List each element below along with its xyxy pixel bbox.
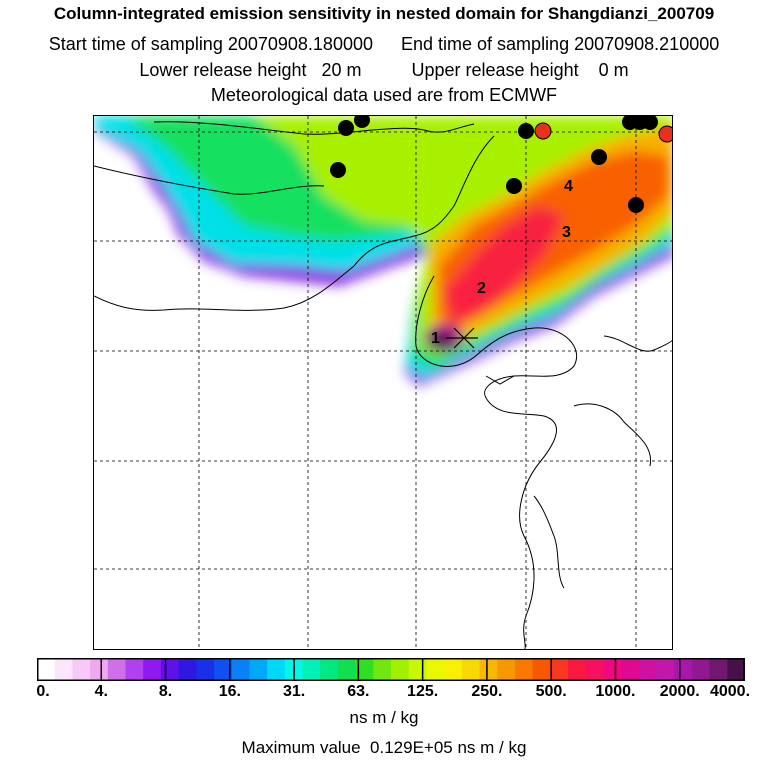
trajectory-label-1: 1: [431, 330, 440, 347]
colorbar-swatch: [550, 658, 569, 681]
sampling-times: Start time of sampling 20070908.180000 En…: [0, 34, 768, 55]
colorbar-tick-label: 4.: [94, 683, 108, 700]
colorbar-tick-label: 125.: [407, 683, 439, 700]
black-marker: [642, 116, 658, 130]
colorbar-swatch: [603, 658, 622, 681]
colorbar-swatch: [196, 658, 215, 681]
colorbar-tick-label: 8.: [158, 683, 173, 700]
upper-release-label: Upper release height 0 m: [411, 60, 629, 80]
colorbar-swatch: [373, 658, 392, 681]
trajectory-label-3: 3: [562, 224, 571, 241]
lower-release-label: Lower release height 20 m: [139, 60, 362, 80]
colorbar: [36, 658, 746, 681]
black-marker: [330, 162, 346, 178]
black-marker: [628, 197, 644, 213]
black-marker: [338, 120, 354, 136]
trajectory-label-4: 4: [564, 178, 573, 195]
colorbar-swatch: [355, 658, 374, 681]
colorbar-swatch: [337, 658, 357, 681]
colorbar-swatch: [249, 658, 268, 681]
colorbar-swatch: [231, 658, 250, 681]
colorbar-tick-label: 500.: [535, 683, 567, 700]
maximum-value-label: Maximum value 0.129E+05 ns m / kg: [241, 738, 527, 757]
cluster-markers: [330, 116, 672, 213]
met-data-label: Meteorological data used are from ECMWF: [210, 85, 558, 105]
colorbar-swatch: [54, 658, 73, 681]
black-marker: [354, 116, 370, 128]
colorbar-swatch: [143, 658, 162, 681]
start-time-label: Start time of sampling 20070908.180000: [48, 34, 373, 54]
colorbar-swatch: [621, 658, 640, 681]
map-title: Column-integrated emission sensitivity i…: [53, 4, 715, 23]
red-marker: [534, 122, 552, 140]
colorbar-swatch: [214, 658, 233, 681]
colorbar-swatch: [125, 658, 144, 681]
colorbar-swatch: [90, 658, 109, 681]
colorbar-swatch: [497, 658, 516, 681]
release-heights: Lower release height 20 m Upper release h…: [0, 60, 768, 81]
colorbar-swatch: [107, 658, 127, 681]
colorbar-swatch: [302, 658, 321, 681]
colorbar-swatch: [320, 658, 339, 681]
colorbar-swatch: [727, 658, 746, 681]
colorbar-swatch: [391, 658, 410, 681]
grid-lines: [94, 116, 672, 649]
end-time-label: End time of sampling 20070908.210000: [401, 34, 720, 54]
colorbar-swatch: [444, 658, 463, 681]
colorbar-tick-label: 250.: [471, 683, 503, 700]
colorbar-tick-label: 2000.: [659, 683, 700, 700]
trajectory-labels: 1 2 3 4: [431, 178, 573, 347]
sensitivity-field: [94, 116, 672, 386]
black-marker: [591, 149, 607, 165]
colorbar-tick-label: 63.: [347, 683, 370, 700]
colorbar-swatch: [532, 658, 551, 681]
map-panel: 1 2 3 4: [93, 115, 673, 650]
trajectory-label-2: 2: [477, 280, 486, 297]
colorbar-tick-label: 4000.: [709, 683, 751, 700]
black-marker: [518, 123, 534, 139]
station-cross-marker: [446, 327, 478, 349]
red-marker: [658, 125, 672, 143]
colorbar-swatch: [37, 658, 56, 681]
colorbar-swatch: [585, 658, 604, 681]
colorbar-swatch: [638, 658, 658, 681]
colorbar-swatch: [461, 658, 481, 681]
colorbar-swatch: [514, 658, 534, 681]
colorbar-swatch: [709, 658, 728, 681]
colorbar-swatch: [691, 658, 711, 681]
colorbar-swatch: [656, 658, 675, 681]
colorbar-swatch: [479, 658, 498, 681]
colorbar-swatch: [178, 658, 197, 681]
colorbar-swatch: [426, 658, 445, 681]
colorbar-swatches: [36, 658, 746, 681]
colorbar-tick-label: 31.: [282, 683, 306, 700]
colorbar-swatch: [408, 658, 427, 681]
colorbar-swatch: [568, 658, 587, 681]
colorbar-swatch: [160, 658, 180, 681]
colorbar-swatch: [267, 658, 286, 681]
colorbar-tick-label: 1000.: [595, 683, 636, 700]
black-marker: [506, 178, 522, 194]
colorbar-tick-label: 16.: [218, 683, 241, 700]
colorbar-units: ns m / kg: [349, 708, 419, 727]
colorbar-swatch: [72, 658, 91, 681]
colorbar-tick-label: 0.: [36, 683, 50, 700]
colorbar-swatch: [674, 658, 693, 681]
colorbar-border: [37, 658, 745, 681]
sensitivity-map: 1 2 3 4: [94, 116, 672, 649]
